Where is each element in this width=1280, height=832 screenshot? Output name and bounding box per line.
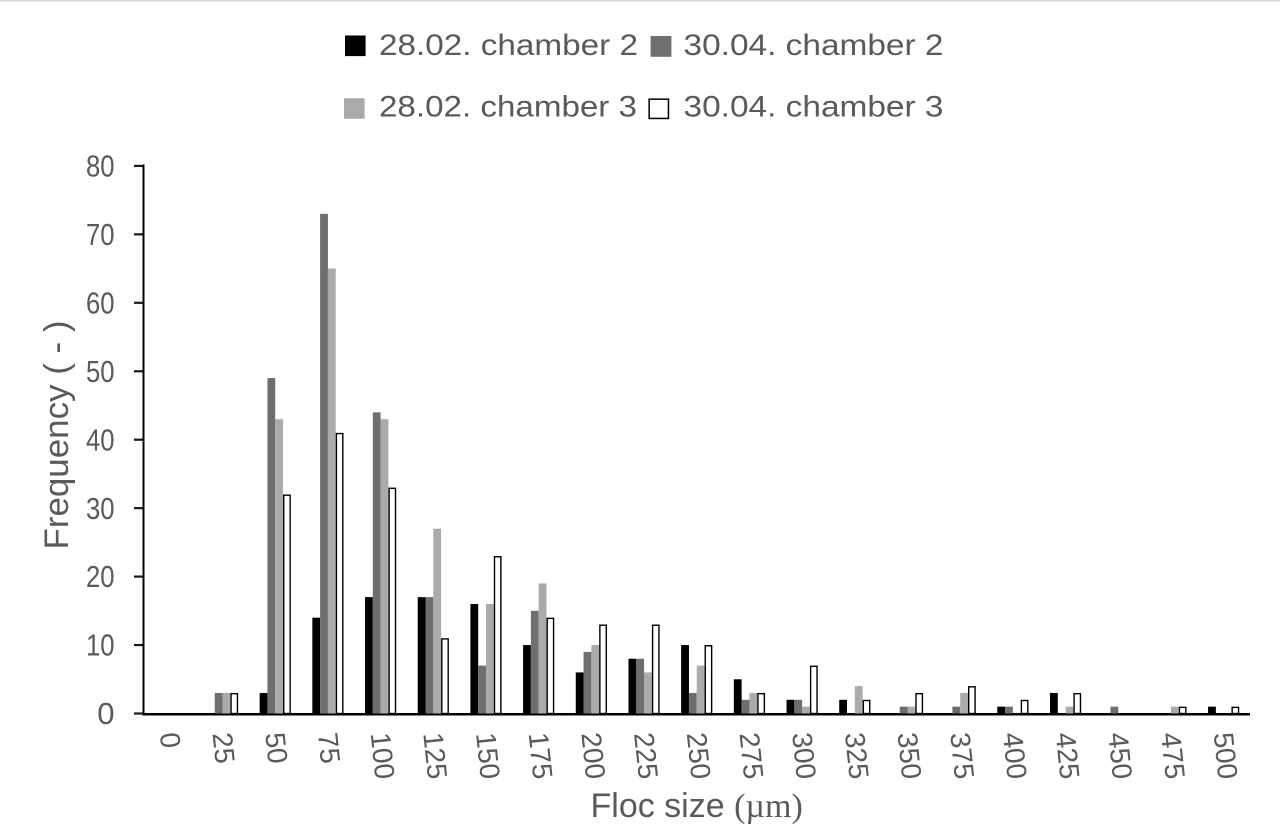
svg-text:450: 450 bbox=[1102, 731, 1138, 781]
svg-text:425: 425 bbox=[1050, 731, 1086, 781]
svg-text:30.04. chamber 3: 30.04. chamber 3 bbox=[684, 90, 944, 123]
svg-text:375: 375 bbox=[944, 731, 980, 781]
svg-text:30.04. chamber 2: 30.04. chamber 2 bbox=[684, 29, 944, 62]
svg-text:250: 250 bbox=[681, 731, 717, 781]
svg-text:80: 80 bbox=[86, 149, 115, 184]
svg-text:125: 125 bbox=[417, 731, 453, 781]
svg-text:70: 70 bbox=[86, 217, 115, 252]
svg-text:20: 20 bbox=[86, 559, 115, 594]
svg-text:0: 0 bbox=[154, 731, 186, 750]
svg-text:28.02. chamber 2: 28.02. chamber 2 bbox=[379, 29, 638, 62]
svg-text:500: 500 bbox=[1208, 731, 1244, 781]
svg-text:275: 275 bbox=[733, 731, 769, 781]
svg-text:10: 10 bbox=[86, 628, 115, 663]
svg-text:225: 225 bbox=[628, 731, 664, 781]
svg-text:Frequency ( - ): Frequency ( - ) bbox=[38, 321, 76, 550]
svg-text:325: 325 bbox=[839, 731, 875, 781]
svg-text:400: 400 bbox=[997, 731, 1033, 781]
svg-text:475: 475 bbox=[1155, 731, 1191, 781]
svg-text:25: 25 bbox=[207, 731, 241, 765]
svg-text:60: 60 bbox=[86, 285, 115, 320]
svg-text:40: 40 bbox=[86, 422, 115, 457]
svg-text:50: 50 bbox=[259, 731, 293, 765]
svg-text:0: 0 bbox=[97, 696, 114, 731]
svg-text:28.02. chamber 3: 28.02. chamber 3 bbox=[379, 90, 637, 123]
svg-text:175: 175 bbox=[523, 731, 559, 781]
svg-text:50: 50 bbox=[86, 354, 115, 389]
svg-text:75: 75 bbox=[312, 731, 346, 765]
svg-text:150: 150 bbox=[470, 731, 506, 781]
svg-text:300: 300 bbox=[786, 731, 822, 781]
svg-text:100: 100 bbox=[365, 731, 401, 781]
svg-text:Floc size (µm): Floc size (µm) bbox=[591, 787, 803, 825]
svg-text:350: 350 bbox=[892, 731, 928, 781]
svg-text:200: 200 bbox=[575, 731, 611, 781]
svg-text:30: 30 bbox=[86, 491, 115, 526]
